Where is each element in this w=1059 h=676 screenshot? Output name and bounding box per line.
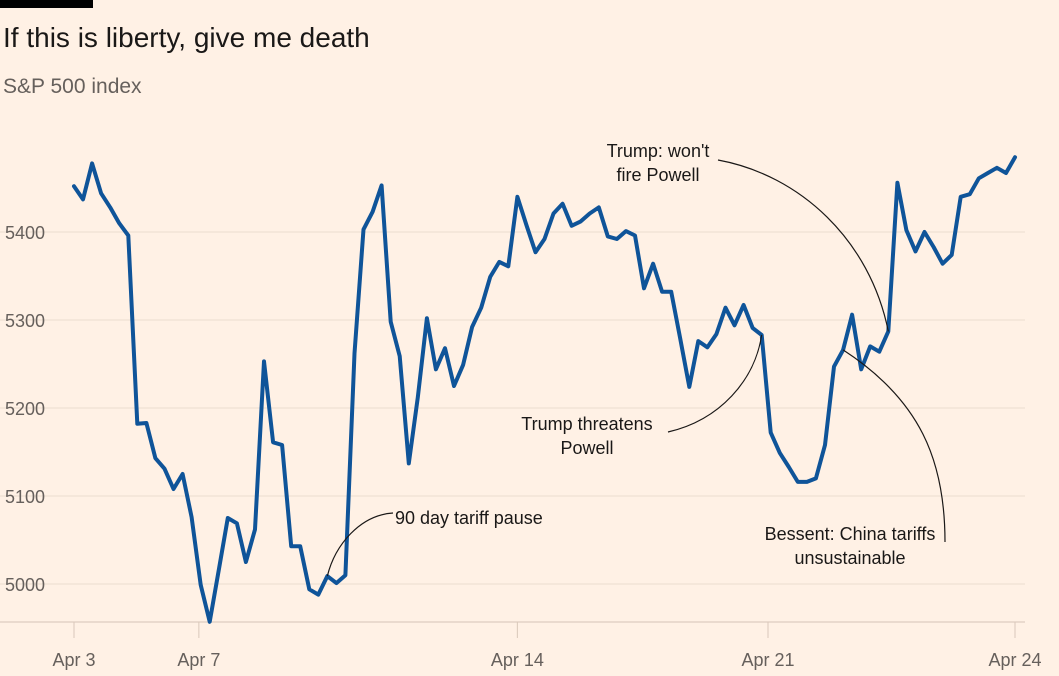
brand-bar	[0, 0, 93, 8]
annotation-label: Bessent: China tariffs	[765, 524, 936, 544]
annotation-label: Powell	[560, 438, 613, 458]
y-tick-label: 5100	[5, 487, 45, 507]
annotation-leader-line	[667, 334, 763, 433]
annotation-label: fire Powell	[616, 165, 699, 185]
x-tick-label: Apr 24	[988, 650, 1041, 670]
chart-subtitle: S&P 500 index	[3, 75, 142, 98]
y-tick-label: 5000	[5, 575, 45, 595]
x-tick-label: Apr 21	[741, 650, 794, 670]
annotation-leader-line	[717, 159, 889, 332]
chart-title: If this is liberty, give me death	[3, 22, 370, 53]
annotation-label: 90 day tariff pause	[395, 508, 543, 528]
annotation-label: unsustainable	[794, 548, 905, 568]
annotation-leader-line	[326, 512, 394, 577]
annotation-label: Trump: won't	[607, 141, 710, 161]
x-tick-label: Apr 7	[177, 650, 220, 670]
x-tick-label: Apr 14	[491, 650, 544, 670]
annotation-leader-line	[842, 349, 946, 543]
y-tick-label: 5300	[5, 311, 45, 331]
y-tick-label: 5400	[5, 223, 45, 243]
y-tick-label: 5200	[5, 399, 45, 419]
x-tick-label: Apr 3	[52, 650, 95, 670]
annotation-label: Trump threatens	[521, 414, 652, 434]
